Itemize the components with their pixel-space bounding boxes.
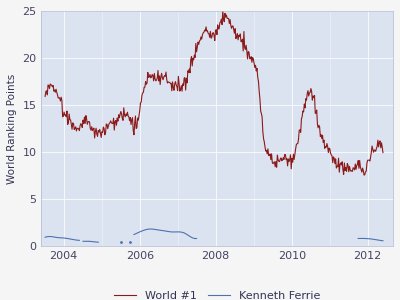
Y-axis label: World Ranking Points: World Ranking Points bbox=[7, 73, 17, 184]
Legend: World #1, Kenneth Ferrie: World #1, Kenneth Ferrie bbox=[110, 287, 325, 300]
Line: World #1: World #1 bbox=[45, 11, 383, 175]
